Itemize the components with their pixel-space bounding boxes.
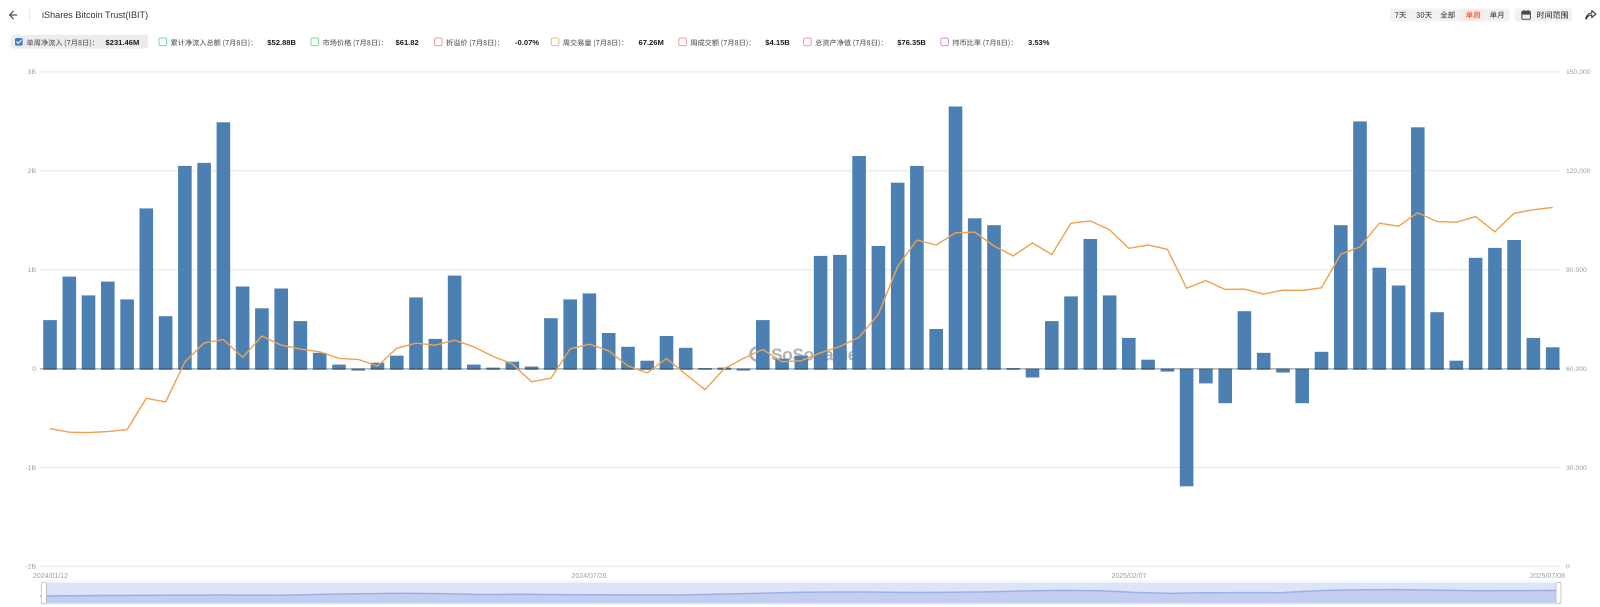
svg-text:2025/02/07: 2025/02/07: [1111, 573, 1146, 580]
svg-text:2024/07/26: 2024/07/26: [571, 573, 606, 580]
svg-text:90,000: 90,000: [1566, 267, 1587, 274]
svg-text:2024/01/12: 2024/01/12: [33, 573, 68, 580]
svg-text:0: 0: [32, 366, 36, 373]
svg-text:67.26M: 67.26M: [639, 38, 664, 47]
svg-text:1B: 1B: [28, 267, 37, 274]
svg-text:60,000: 60,000: [1566, 366, 1587, 373]
svg-text:-2B: -2B: [25, 564, 36, 571]
svg-text:150,000: 150,000: [1566, 69, 1591, 76]
svg-text:30,000: 30,000: [1566, 465, 1587, 472]
svg-text:iShares Bitcoin Trust(IBIT): iShares Bitcoin Trust(IBIT): [42, 10, 148, 20]
svg-text:$76.35B: $76.35B: [897, 38, 926, 47]
svg-text:$52.88B: $52.88B: [267, 38, 296, 47]
svg-text:-0.07%: -0.07%: [515, 38, 539, 47]
svg-text:$61.82: $61.82: [396, 38, 419, 47]
svg-text:$4.15B: $4.15B: [765, 38, 790, 47]
svg-text:-1B: -1B: [25, 465, 36, 472]
svg-text:0: 0: [1566, 564, 1570, 571]
svg-text:120,000: 120,000: [1566, 168, 1591, 175]
svg-text:2025/07/08: 2025/07/08: [1530, 573, 1565, 580]
svg-text:$231.46M: $231.46M: [106, 38, 140, 47]
svg-text:2B: 2B: [28, 168, 37, 175]
svg-text:3B: 3B: [28, 69, 37, 76]
svg-text:3.53%: 3.53%: [1028, 38, 1050, 47]
